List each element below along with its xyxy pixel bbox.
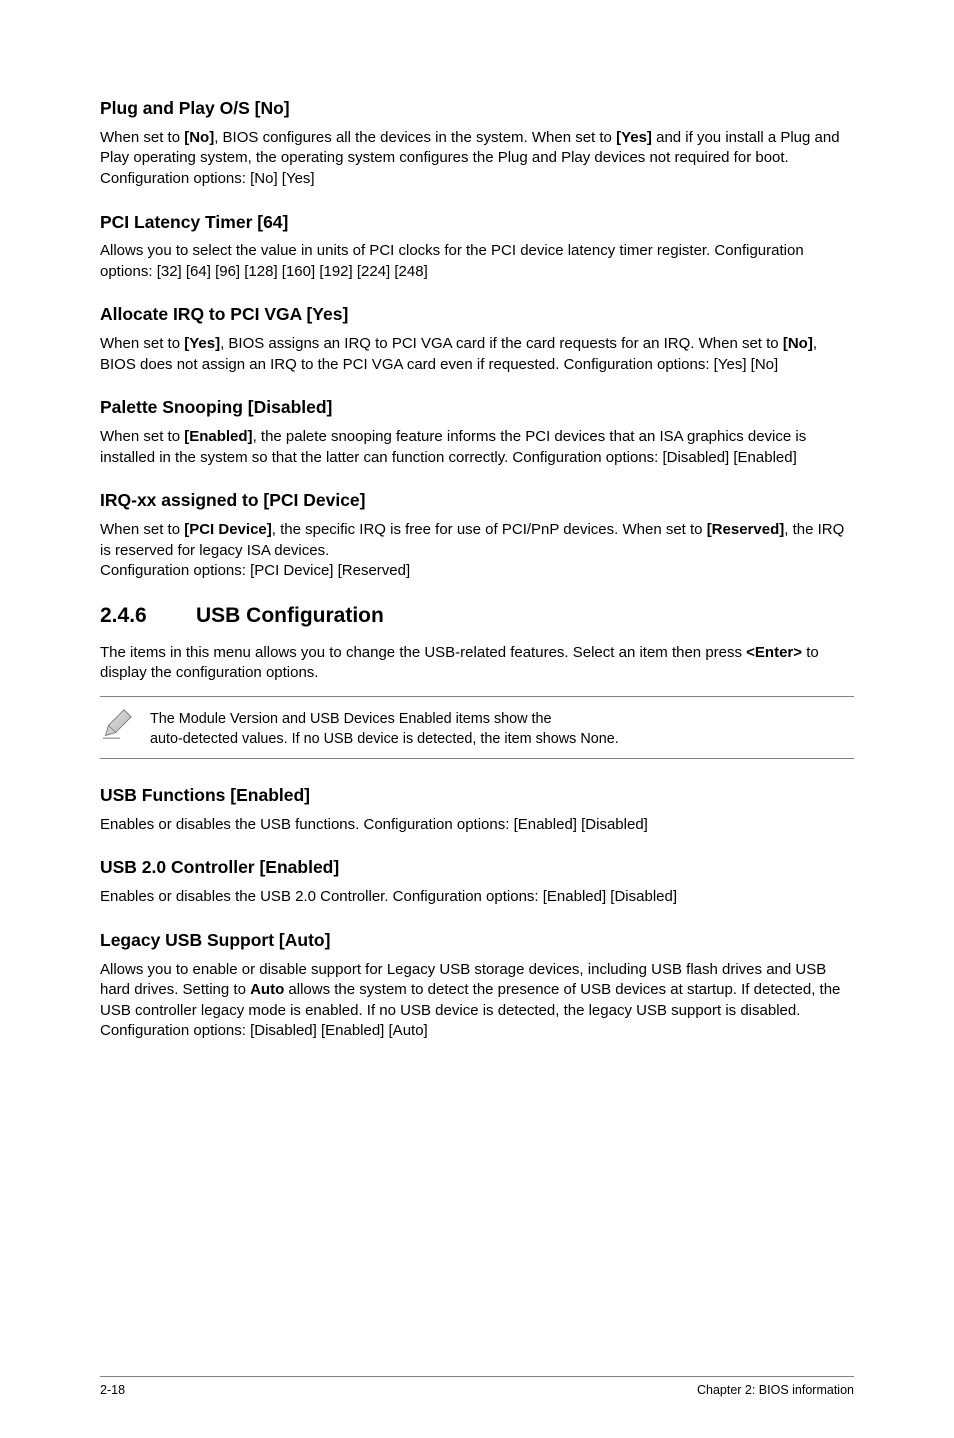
heading-usb-functions: USB Functions [Enabled]: [100, 785, 854, 807]
paragraph-irq-xx: When set to [PCI Device], the specific I…: [100, 520, 854, 582]
section-heading-usb-config: 2.4.6USB Configuration: [100, 604, 854, 628]
text: When set to: [100, 428, 184, 445]
paragraph-allocate-irq: When set to [Yes], BIOS assigns an IRQ t…: [100, 334, 854, 375]
section-number: 2.4.6: [100, 604, 196, 628]
heading-irq-xx: IRQ-xx assigned to [PCI Device]: [100, 490, 854, 512]
text: Configuration options: [PCI Device] [Res…: [100, 562, 410, 579]
divider: [100, 758, 854, 759]
heading-plug-and-play: Plug and Play O/S [No]: [100, 98, 854, 120]
text: , BIOS configures all the devices in the…: [214, 129, 616, 146]
bold-text: [Enabled]: [184, 428, 252, 445]
note-text: The Module Version and USB Devices Enabl…: [150, 707, 619, 750]
heading-usb20-controller: USB 2.0 Controller [Enabled]: [100, 857, 854, 879]
bold-text: <Enter>: [746, 644, 802, 661]
text: .: [615, 731, 619, 747]
paragraph-usb-config: The items in this menu allows you to cha…: [100, 643, 854, 684]
heading-palette-snooping: Palette Snooping [Disabled]: [100, 397, 854, 419]
paragraph-plug-and-play: When set to [No], BIOS configures all th…: [100, 128, 854, 190]
bold-text: [No]: [184, 129, 214, 146]
paragraph-legacy-usb: Allows you to enable or disable support …: [100, 960, 854, 1042]
text: The items in this menu allows you to cha…: [100, 644, 746, 661]
bold-text: [No]: [783, 335, 813, 352]
text: , BIOS assigns an IRQ to PCI VGA card if…: [220, 335, 783, 352]
text: When set to: [100, 335, 184, 352]
heading-allocate-irq: Allocate IRQ to PCI VGA [Yes]: [100, 304, 854, 326]
section-title: USB Configuration: [196, 604, 384, 627]
text: The Module Version and USB Devices Enabl…: [150, 711, 552, 727]
bold-text: [Yes]: [616, 129, 652, 146]
note-content: The Module Version and USB Devices Enabl…: [100, 697, 854, 758]
pencil-note-icon: [100, 707, 150, 746]
text: , the specific IRQ is free for use of PC…: [272, 521, 707, 538]
page-number: 2-18: [100, 1383, 125, 1397]
text: When set to: [100, 521, 184, 538]
bold-text: None: [580, 731, 614, 747]
chapter-label: Chapter 2: BIOS information: [697, 1383, 854, 1397]
paragraph-usb20-controller: Enables or disables the USB 2.0 Controll…: [100, 887, 854, 908]
bold-text: [Yes]: [184, 335, 220, 352]
page-footer: 2-18 Chapter 2: BIOS information: [100, 1376, 854, 1397]
bold-text: Auto: [250, 981, 284, 998]
bold-text: [PCI Device]: [184, 521, 272, 538]
paragraph-usb-functions: Enables or disables the USB functions. C…: [100, 815, 854, 836]
document-page: Plug and Play O/S [No] When set to [No],…: [0, 0, 954, 1042]
heading-pci-latency: PCI Latency Timer [64]: [100, 212, 854, 234]
heading-legacy-usb: Legacy USB Support [Auto]: [100, 930, 854, 952]
text: auto-detected values. If no USB device i…: [150, 731, 580, 747]
paragraph-pci-latency: Allows you to select the value in units …: [100, 241, 854, 282]
text: When set to: [100, 129, 184, 146]
note-box: The Module Version and USB Devices Enabl…: [100, 696, 854, 759]
bold-text: [Reserved]: [707, 521, 785, 538]
paragraph-palette-snooping: When set to [Enabled], the palete snoopi…: [100, 427, 854, 468]
text: Configuration options: [No] [Yes]: [100, 170, 315, 187]
